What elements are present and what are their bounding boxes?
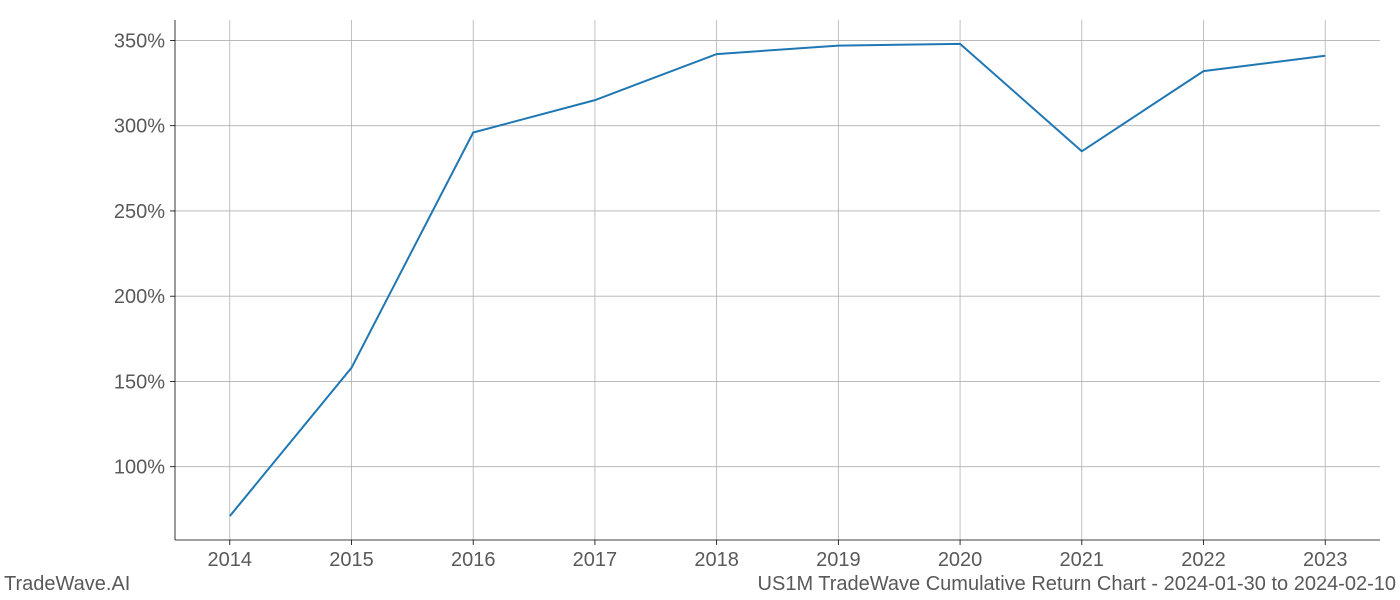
x-tick-label: 2015	[329, 549, 374, 571]
x-tick-label: 2018	[694, 549, 739, 571]
x-tick-label: 2017	[573, 549, 618, 571]
y-tick-label: 300%	[114, 116, 165, 138]
y-tick-label: 350%	[114, 30, 165, 52]
y-tick-label: 200%	[114, 286, 165, 308]
line-chart: 2014 2015 2016 2017 2018 2019 2020 2021 2022 2023…	[0, 0, 1400, 600]
y-tick-label: 100%	[114, 457, 165, 479]
x-tick-label: 2021	[1060, 549, 1105, 571]
footer-caption: US1M TradeWave Cumulative Return Chart -…	[758, 573, 1396, 596]
y-tick-label: 150%	[114, 371, 165, 393]
x-tick-label: 2023	[1303, 549, 1348, 571]
y-tick-label: 250%	[114, 201, 165, 223]
x-tick-label: 2014	[208, 549, 253, 571]
x-tick-label: 2019	[816, 549, 861, 571]
series-line	[230, 44, 1325, 516]
footer-brand: TradeWave.AI	[4, 573, 130, 596]
x-tick-label: 2022	[1181, 549, 1226, 571]
x-tick-label: 2016	[451, 549, 496, 571]
x-tick-label: 2020	[938, 549, 983, 571]
chart-container: 2014 2015 2016 2017 2018 2019 2020 2021 2022 2023…	[0, 0, 1400, 600]
